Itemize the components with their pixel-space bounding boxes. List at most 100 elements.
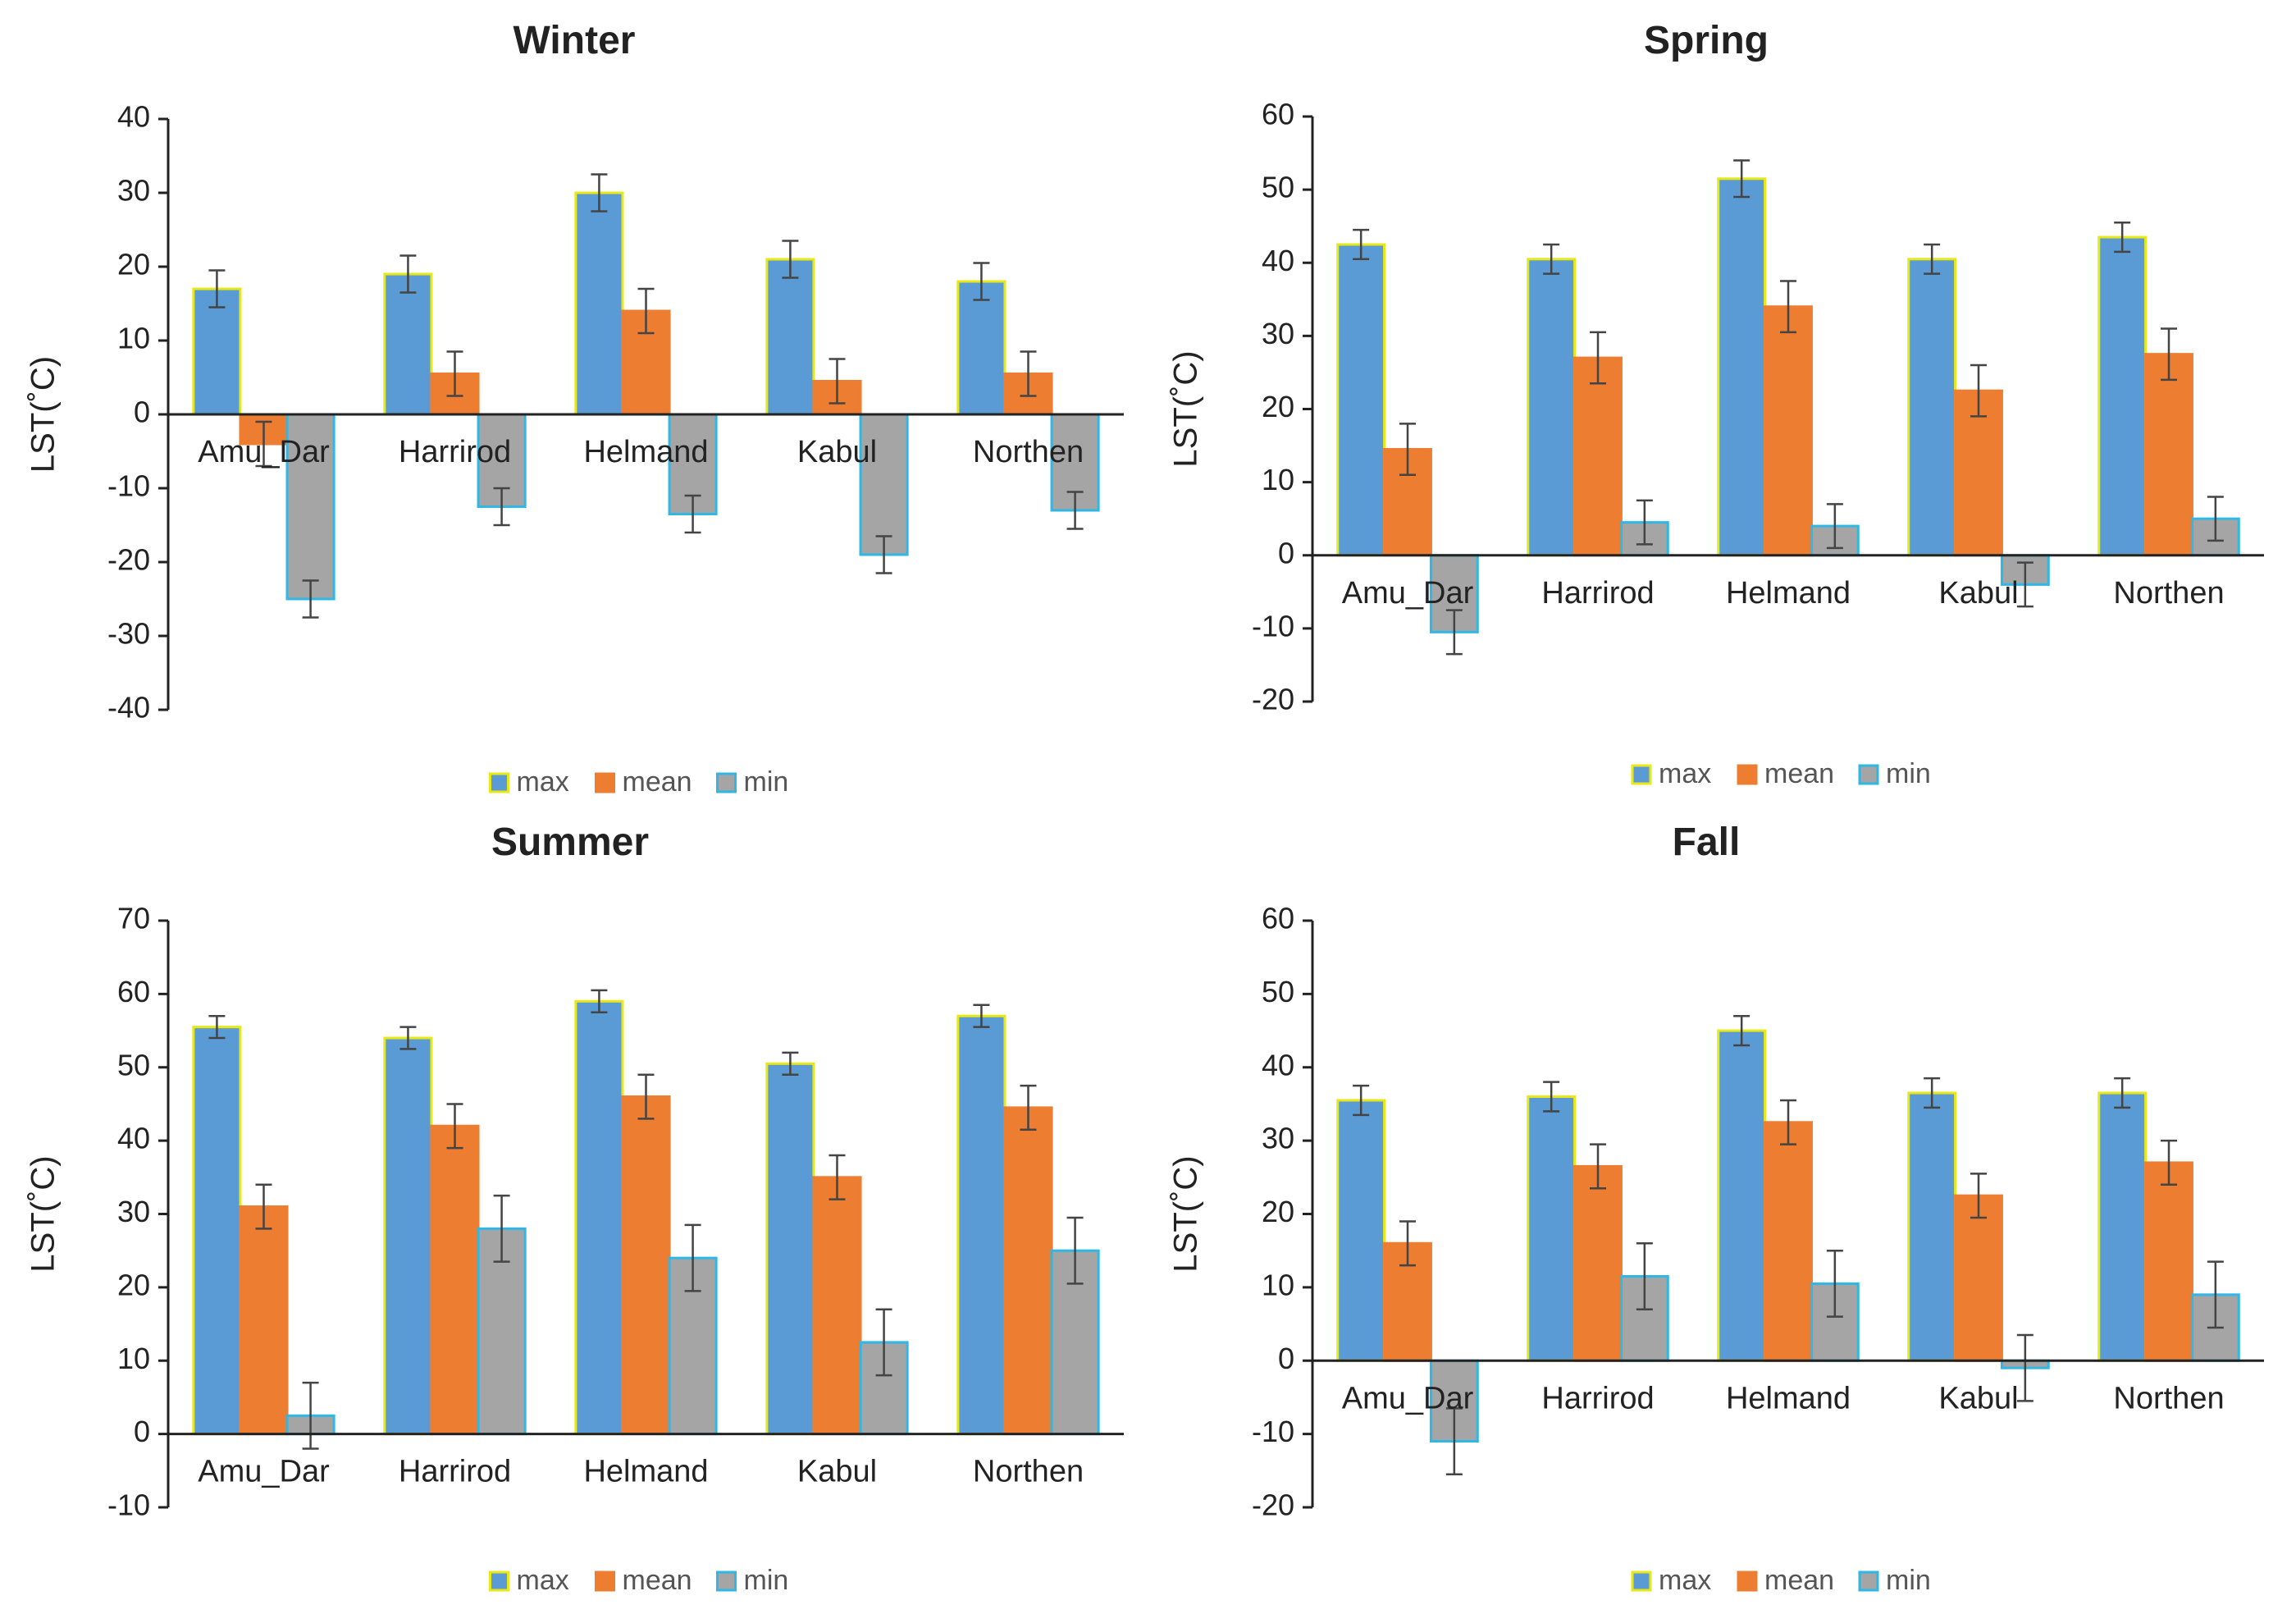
fall-y-tick-label: 0 [1278, 1342, 1294, 1375]
winter-bar-max-harrirod [383, 272, 433, 416]
fall-y-axis-title: LST(˚C) [1168, 1155, 1204, 1272]
fall-error-bar-mean-helmand [1780, 1099, 1796, 1145]
winter-legend-label-mean: mean [623, 766, 692, 798]
winter-error-bar-mean-northen [1020, 350, 1037, 397]
summer-bar-mean-kabul [812, 1176, 862, 1436]
spring-bar-mean-northen [2144, 353, 2193, 557]
spring-legend-label-max: max [1659, 758, 1711, 789]
winter-legend-swatch-mean [595, 772, 615, 793]
fall-error-bar-min-harrirod [1636, 1242, 1653, 1310]
winter-error-bar-mean-kabul [828, 358, 846, 405]
summer-error-bar-min-harrirod [493, 1194, 510, 1263]
winter-legend-swatch-max [489, 772, 509, 793]
fall-error-bar-mean-amu_dar [1399, 1220, 1416, 1267]
spring-bar-max-amu_dar [1336, 243, 1386, 557]
spring-error-bar-max-harrirod [1543, 243, 1560, 275]
spring-category-label-northen: Northen [2113, 576, 2224, 610]
summer-y-tick-label: 70 [117, 902, 150, 935]
spring-y-tick-label: 20 [1262, 390, 1294, 423]
spring-legend-swatch-max [1631, 764, 1652, 785]
summer-category-label-helmand: Helmand [583, 1455, 708, 1489]
fall-category-label-harrirod: Harrirod [1541, 1381, 1654, 1415]
fall-error-bar-min-northen [2207, 1260, 2224, 1329]
summer-bar-max-kabul [765, 1062, 815, 1436]
winter-error-bar-min-amu_dar [302, 579, 319, 619]
fall-bar-mean-northen [2144, 1161, 2193, 1362]
summer-error-bar-min-helmand [684, 1223, 701, 1292]
spring-bar-max-northen [2097, 235, 2148, 557]
spring-y-axis-title: LST(˚C) [1168, 350, 1204, 467]
fall-legend-swatch-max [1631, 1571, 1652, 1592]
summer-y-tick-label: 60 [117, 975, 150, 1008]
summer-legend-swatch-max [489, 1571, 509, 1592]
spring-category-label-amu_dar: Amu_Dar [1342, 576, 1474, 610]
fall-category-label-helmand: Helmand [1726, 1381, 1851, 1415]
fall-error-bar-mean-northen [2161, 1139, 2177, 1186]
spring-bar-mean-harrirod [1573, 356, 1623, 557]
spring-bar-max-harrirod [1527, 258, 1577, 557]
spring-error-bar-max-kabul [1924, 243, 1941, 275]
summer-y-axis-title: LST(˚C) [25, 1155, 62, 1272]
spring-y-tick-label: 60 [1262, 98, 1294, 131]
winter-y-tick-label: -40 [107, 691, 150, 725]
fall-bar-mean-harrirod [1573, 1164, 1623, 1362]
winter-y-tick-label: -20 [107, 543, 150, 577]
fall-legend-label-mean: mean [1764, 1565, 1834, 1596]
summer-legend-swatch-min [716, 1571, 737, 1592]
summer-bar-mean-northen [1003, 1106, 1053, 1436]
winter-legend-swatch-min [716, 772, 737, 793]
summer-error-bar-min-amu_dar [302, 1381, 319, 1450]
summer-error-bar-mean-helmand [637, 1073, 655, 1120]
winter-y-tick-label: -30 [107, 617, 150, 651]
fall-y-tick-label: 20 [1262, 1195, 1294, 1228]
winter-y-tick-label: 40 [117, 100, 150, 134]
summer-bar-mean-helmand [621, 1095, 671, 1436]
spring-error-bar-min-amu_dar [1445, 609, 1463, 656]
spring-error-bar-max-northen [2114, 221, 2131, 254]
summer-error-bar-max-helmand [591, 989, 608, 1013]
summer-error-bar-max-amu_dar [208, 1014, 226, 1040]
summer-title: Summer [491, 821, 649, 864]
winter-error-bar-max-northen [973, 262, 990, 301]
fall-category-label-kabul: Kabul [1938, 1381, 2018, 1415]
fall-bar-mean-kabul [1954, 1194, 2003, 1362]
summer-legend-swatch-mean [595, 1571, 615, 1592]
spring-y-tick-label: 40 [1262, 244, 1294, 277]
summer-legend: max mean min [489, 1565, 788, 1596]
fall-bar-max-helmand [1717, 1029, 1767, 1362]
winter-error-bar-mean-amu_dar [255, 420, 272, 468]
winter-error-bar-max-kabul [782, 240, 799, 279]
fall-error-bar-max-amu_dar [1353, 1084, 1370, 1117]
spring-error-bar-min-northen [2207, 496, 2224, 542]
fall-legend: max mean min [1631, 1565, 1931, 1596]
spring-error-bar-mean-amu_dar [1399, 423, 1416, 476]
spring-error-bar-max-amu_dar [1353, 228, 1370, 261]
winter-bar-max-helmand [574, 191, 624, 416]
spring-y-tick-label: 10 [1262, 463, 1294, 496]
winter-category-label-kabul: Kabul [797, 435, 877, 469]
summer-y-tick-label: 50 [117, 1048, 150, 1081]
summer-y-tick-label: -10 [107, 1488, 150, 1522]
summer-bar-max-northen [956, 1014, 1006, 1436]
fall-error-bar-max-northen [2114, 1077, 2131, 1109]
fall-bar-max-amu_dar [1336, 1099, 1386, 1362]
fall-error-bar-min-kabul [2016, 1333, 2034, 1402]
winter-error-bar-mean-harrirod [446, 350, 463, 397]
winter-category-label-northen: Northen [973, 435, 1084, 469]
fall-legend-swatch-min [1858, 1571, 1879, 1592]
fall-error-bar-max-harrirod [1543, 1081, 1560, 1113]
spring-legend-swatch-mean [1737, 764, 1758, 785]
spring-error-bar-mean-northen [2161, 327, 2177, 382]
summer-error-bar-max-harrirod [399, 1026, 417, 1050]
fall-legend-label-max: max [1659, 1565, 1711, 1596]
summer-y-tick-label: 0 [134, 1415, 150, 1448]
spring-title: Spring [1644, 19, 1769, 62]
winter-error-bar-min-helmand [684, 494, 701, 534]
fall-title: Fall [1673, 821, 1741, 864]
spring-y-tick-label: -10 [1252, 609, 1294, 642]
fall-bar-max-harrirod [1527, 1095, 1577, 1362]
fall-error-bar-max-kabul [1924, 1077, 1941, 1109]
summer-bar-max-helmand [574, 999, 624, 1436]
fall-y-tick-label: -20 [1252, 1488, 1294, 1522]
spring-y-tick-label: -20 [1252, 683, 1294, 716]
